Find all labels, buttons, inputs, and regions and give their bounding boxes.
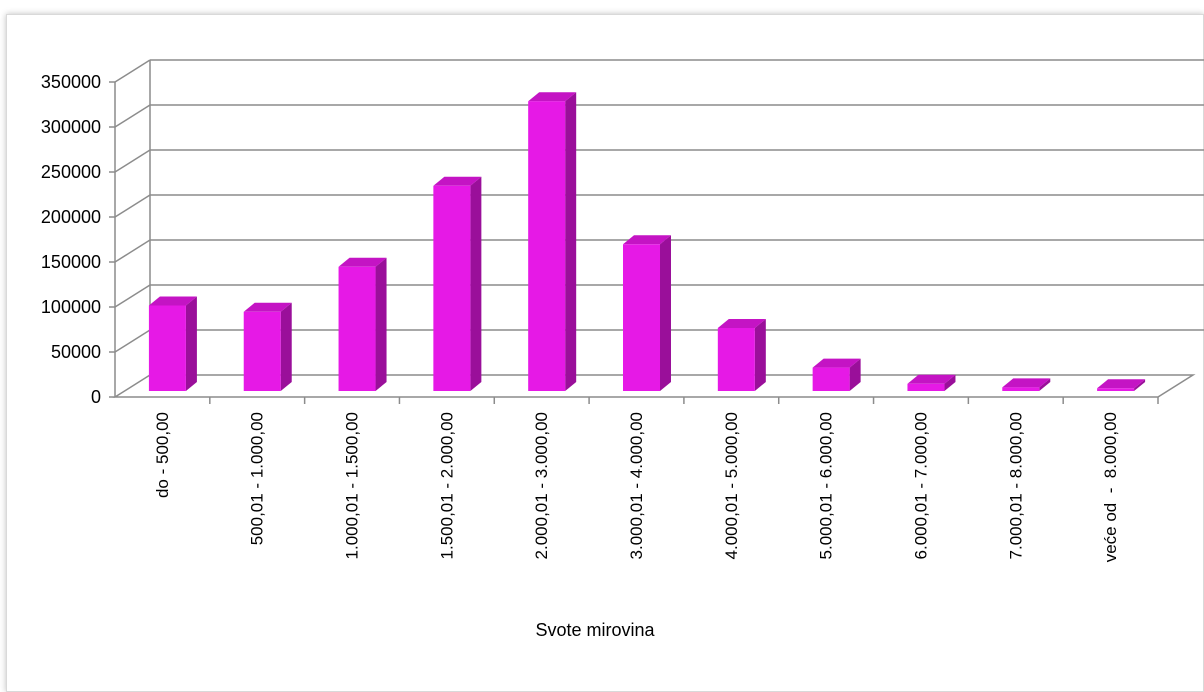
gridline-depth (114, 239, 151, 263)
bar (528, 92, 577, 391)
bar-top (338, 257, 387, 267)
x-tick-label: 4.000,01 - 5.000,00 (722, 412, 741, 559)
bar (243, 302, 292, 391)
bar (433, 176, 482, 391)
x-tick-label: 2.000,01 - 3.000,00 (532, 412, 551, 559)
bar (148, 296, 197, 391)
bar (623, 235, 671, 391)
bar-side (849, 358, 861, 391)
bar-top (623, 235, 671, 245)
bar-top (1002, 378, 1051, 388)
bar-top (812, 358, 861, 368)
x-tick-label: 1.000,01 - 1.500,00 (343, 412, 362, 559)
gridline-depth (114, 284, 151, 308)
bar-side (944, 374, 956, 391)
floor-plane (112, 374, 1196, 398)
bar-front (528, 101, 566, 391)
y-tick-label: 300000 (41, 117, 101, 137)
bar-top (148, 296, 197, 306)
y-tick-label: 200000 (41, 207, 101, 227)
x-tick-labels: do - 500,00 500,01 - 1.000,00 1.000,01 - 1… (153, 412, 1120, 562)
chart-frame (6, 14, 1204, 692)
gridline-depth (114, 104, 151, 128)
bar (717, 319, 766, 391)
y-tick-label: 350000 (41, 72, 101, 92)
bar-side (1134, 379, 1146, 391)
bar (338, 257, 387, 391)
x-tick-label: veće od - 8.000,00 (1101, 412, 1120, 562)
bar (1097, 379, 1146, 391)
gridline-depth (114, 149, 151, 173)
bar-side (565, 92, 577, 391)
gridline-depth (114, 59, 151, 83)
x-tick-label: 7.000,01 - 8.000,00 (1006, 412, 1025, 559)
bar (907, 374, 956, 391)
bar-front (433, 185, 471, 391)
x-axis-label: Svote mirovina (535, 620, 655, 640)
bar-side (660, 235, 671, 391)
y-tick-label: 50000 (51, 342, 101, 362)
bar-top (528, 92, 577, 102)
x-tick-label: 6.000,01 - 7.000,00 (911, 412, 930, 559)
bars (148, 92, 1146, 391)
bar-side (470, 176, 482, 391)
x-tick-label: 3.000,01 - 4.000,00 (627, 412, 646, 559)
bar-side (754, 319, 766, 391)
y-tick-labels: 0 50000 100000 150000 200000 250000 300000 3500… (41, 72, 101, 407)
bar (812, 358, 861, 391)
bar-front (717, 328, 755, 391)
x-tick-label: do - 500,00 (153, 412, 172, 498)
y-tick-label: 250000 (41, 162, 101, 182)
bar-side (185, 296, 197, 391)
bar-side (280, 302, 292, 391)
y-tick-label: 150000 (41, 252, 101, 272)
y-tick-label: 100000 (41, 297, 101, 317)
bar-front (243, 311, 281, 391)
x-tick-label: 1.500,01 - 2.000,00 (437, 412, 456, 559)
bar (1002, 378, 1051, 391)
bar-front (148, 305, 186, 391)
bar-front (1002, 387, 1040, 391)
bar-top (1097, 379, 1146, 389)
gridline-depth (114, 194, 151, 218)
bar-top (243, 302, 292, 312)
bar-top (907, 374, 956, 384)
x-tick-label: 5.000,01 - 6.000,00 (817, 412, 836, 559)
gridline-depth (114, 329, 151, 353)
bar-front (907, 383, 945, 391)
bar-top (433, 176, 482, 186)
bar-side (1039, 378, 1051, 391)
bar-front (623, 244, 660, 391)
bar-side (375, 257, 387, 391)
bar-front (1097, 388, 1135, 391)
y-tick-label: 0 (91, 387, 101, 407)
x-tick-label: 500,01 - 1.000,00 (248, 412, 267, 545)
bar-front (812, 367, 850, 391)
bar-front (338, 266, 376, 391)
gridlines (114, 59, 1204, 353)
bar-top (717, 319, 766, 328)
